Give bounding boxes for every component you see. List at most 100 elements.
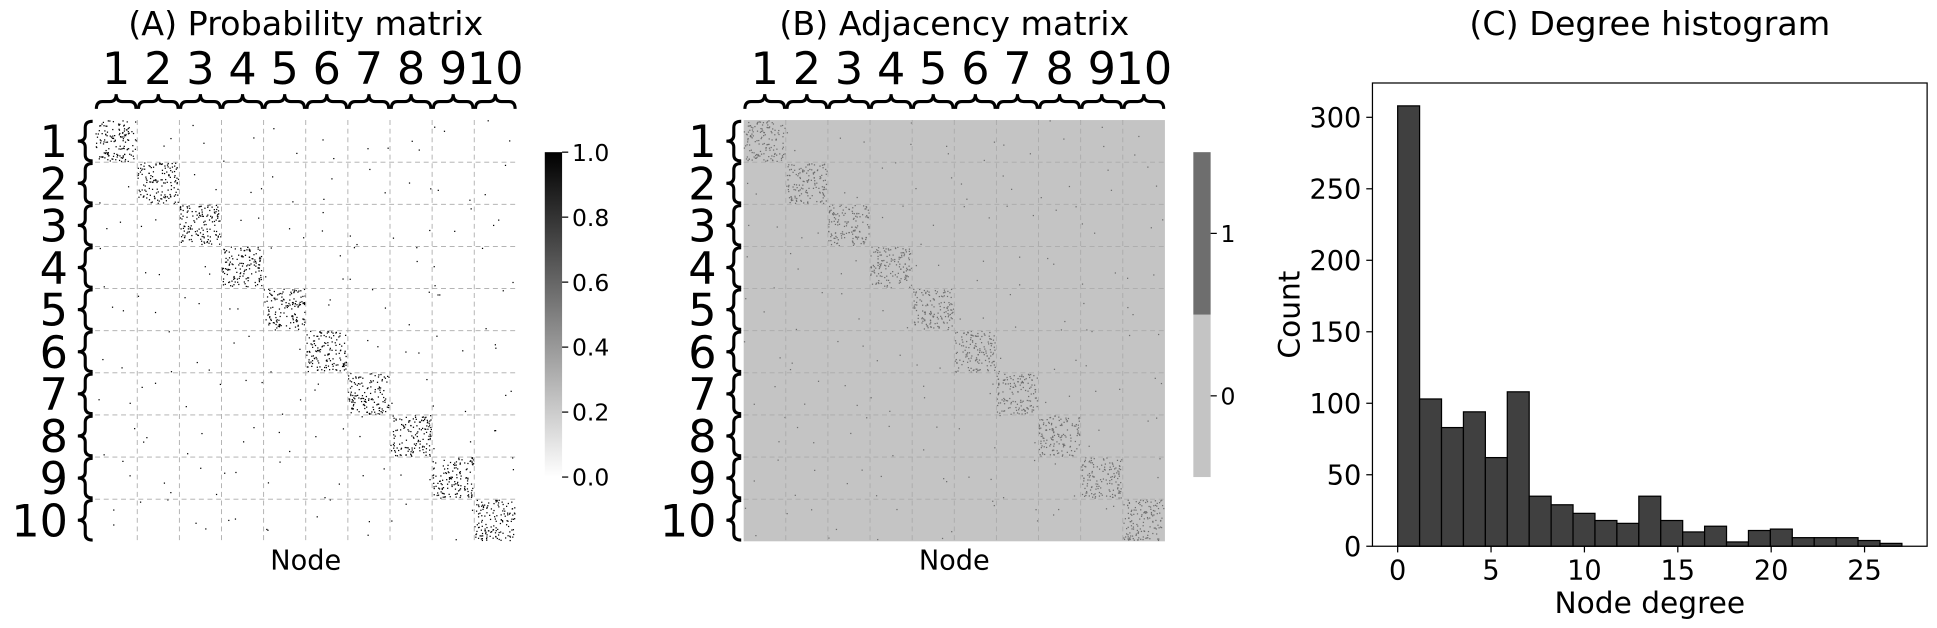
matrix-dot — [448, 478, 451, 480]
matrix-dot — [269, 289, 271, 292]
matrix-dot — [877, 255, 879, 258]
matrix-dot — [1152, 515, 1154, 517]
matrix-dot — [1149, 506, 1152, 508]
block-label: 4 — [688, 244, 716, 295]
matrix-dot — [802, 184, 804, 186]
matrix-dot — [362, 475, 364, 477]
matrix-dot — [996, 375, 998, 378]
matrix-dot — [1118, 471, 1120, 473]
matrix-dot — [260, 255, 263, 258]
matrix-dot — [418, 428, 421, 430]
matrix-dot — [908, 248, 911, 250]
matrix-dot — [312, 346, 314, 348]
matrix-dot — [487, 120, 489, 122]
matrix-dot — [209, 273, 211, 275]
matrix-dot — [207, 214, 209, 216]
matrix-dot — [1110, 189, 1113, 191]
matrix-dot — [1107, 473, 1109, 475]
block-brace — [827, 94, 871, 110]
matrix-dot — [137, 174, 139, 177]
matrix-dot — [1026, 399, 1028, 402]
matrix-dot — [253, 264, 255, 266]
matrix-dot — [512, 281, 514, 284]
matrix-dot — [447, 471, 449, 473]
matrix-dot — [1002, 175, 1004, 177]
matrix-dot — [398, 449, 400, 452]
matrix-dot — [422, 449, 424, 451]
matrix-dot — [494, 516, 496, 518]
matrix-dot — [345, 361, 347, 363]
matrix-dot — [354, 401, 356, 404]
matrix-dot — [769, 149, 771, 151]
matrix-dot — [400, 423, 403, 426]
matrix-dot — [908, 269, 910, 271]
matrix-dot — [977, 361, 979, 363]
matrix-dot — [945, 311, 947, 313]
matrix-dot — [480, 529, 483, 531]
block-label: 8 — [40, 412, 68, 463]
matrix-dot — [1102, 458, 1105, 460]
matrix-dot — [799, 172, 801, 174]
matrix-dot — [126, 148, 129, 150]
matrix-dot — [988, 357, 990, 359]
matrix-dot — [404, 424, 407, 426]
matrix-dot — [316, 350, 318, 353]
matrix-dot — [758, 143, 760, 145]
matrix-dot — [303, 319, 305, 321]
matrix-dot — [1019, 401, 1022, 403]
matrix-dot — [762, 143, 764, 145]
matrix-dot — [810, 179, 812, 181]
matrix-dot — [163, 172, 166, 175]
matrix-dot — [929, 326, 932, 328]
matrix-dot — [778, 133, 780, 136]
matrix-dot — [830, 240, 832, 242]
matrix-dot — [782, 136, 784, 138]
matrix-dot — [480, 538, 483, 540]
matrix-dot — [782, 142, 784, 144]
matrix-dot — [820, 201, 822, 203]
matrix-dot — [935, 292, 937, 295]
matrix-dot — [800, 167, 802, 170]
matrix-dot — [1038, 424, 1040, 426]
matrix-dot — [293, 321, 295, 324]
matrix-dot — [228, 281, 231, 283]
matrix-dot — [784, 127, 786, 129]
matrix-dot — [429, 430, 432, 433]
matrix-dot — [463, 487, 466, 489]
matrix-dot — [509, 539, 511, 542]
matrix-dot — [358, 388, 360, 391]
matrix-dot — [509, 535, 511, 537]
matrix-dot — [387, 147, 389, 149]
matrix-dot — [760, 153, 763, 155]
matrix-dot — [446, 479, 448, 481]
matrix-dot — [1149, 517, 1151, 519]
colorbar-tick-label: 0.0 — [572, 464, 609, 492]
matrix-dot — [978, 369, 980, 371]
matrix-dot — [875, 267, 877, 269]
matrix-dot — [862, 345, 864, 347]
matrix-dot — [171, 162, 173, 165]
matrix-dot — [1097, 487, 1099, 490]
matrix-dot — [485, 531, 487, 533]
matrix-dot — [354, 395, 356, 397]
matrix-dot — [502, 503, 504, 506]
matrix-dot — [1022, 376, 1024, 378]
matrix-dot — [164, 197, 166, 199]
matrix-dot — [1033, 375, 1035, 377]
matrix-dot — [853, 213, 855, 215]
matrix-dot — [1096, 466, 1098, 468]
matrix-dot — [219, 243, 221, 245]
matrix-dot — [494, 532, 497, 534]
matrix-dot — [252, 258, 254, 260]
matrix-dot — [204, 266, 206, 268]
matrix-dot — [921, 317, 924, 319]
matrix-dot — [844, 212, 846, 215]
matrix-dot — [966, 353, 968, 355]
matrix-dot — [1033, 459, 1036, 462]
matrix-dot — [383, 468, 385, 470]
matrix-dot — [187, 231, 189, 233]
matrix-dot — [763, 153, 765, 155]
matrix-dot — [1142, 500, 1144, 502]
matrix-dot — [435, 475, 437, 477]
matrix-dot — [247, 280, 249, 282]
